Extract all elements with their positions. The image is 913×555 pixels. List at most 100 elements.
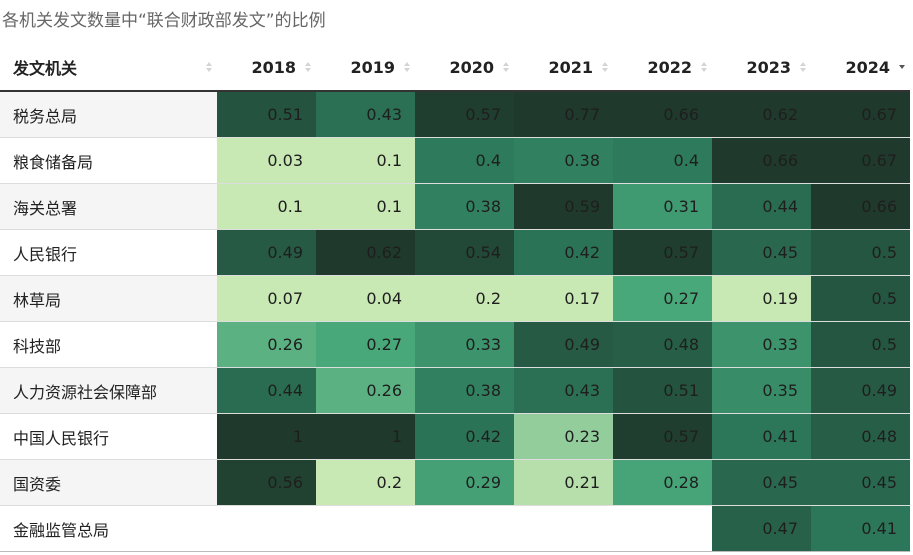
heatmap-cell: 0.4 xyxy=(415,137,514,184)
heatmap-cell: 0.41 xyxy=(811,505,910,552)
header-row: 发文机关 2018 2019 2020 2021 2022 2023 2024 xyxy=(0,44,910,92)
heatmap-cell: 0.4 xyxy=(613,137,712,184)
heatmap-table: 发文机关 2018 2019 2020 2021 2022 2023 2024 税务总局 0.… xyxy=(0,44,910,552)
heatmap-cell: 0.66 xyxy=(811,183,910,230)
column-header-2018[interactable]: 2018 xyxy=(217,44,316,92)
sort-icon[interactable] xyxy=(701,62,707,72)
sort-icon[interactable] xyxy=(503,62,509,72)
column-header-label: 2018 xyxy=(251,57,296,77)
heatmap-cell: 0.49 xyxy=(217,229,316,276)
heatmap-cell: 0.1 xyxy=(316,137,415,184)
heatmap-cell: 0.5 xyxy=(811,275,910,322)
heatmap-cell: 0.27 xyxy=(613,275,712,322)
heatmap-cell: 0.2 xyxy=(316,459,415,506)
heatmap-cell: 0.29 xyxy=(415,459,514,506)
row-label: 林草局 xyxy=(0,275,217,322)
chart-caption: 各机关发文数量中“联合财政部发文”的比例 xyxy=(2,11,326,31)
column-header-label: 2022 xyxy=(647,57,692,77)
row-label: 人民银行 xyxy=(0,229,217,276)
heatmap-cell: 0.19 xyxy=(712,275,811,322)
heatmap-cell: 0.49 xyxy=(514,321,613,368)
column-header-2020[interactable]: 2020 xyxy=(415,44,514,92)
table-row: 粮食储备局 0.03 0.1 0.4 0.38 0.4 0.66 0.67 xyxy=(0,137,910,184)
heatmap-cell: 0.47 xyxy=(712,505,811,552)
column-header-2019[interactable]: 2019 xyxy=(316,44,415,92)
heatmap-cell: 0.27 xyxy=(316,321,415,368)
table-row: 海关总署 0.1 0.1 0.38 0.59 0.31 0.44 0.66 xyxy=(0,183,910,230)
heatmap-cell: 0.66 xyxy=(613,91,712,138)
heatmap-cell: 0.03 xyxy=(217,137,316,184)
heatmap-cell: 0.45 xyxy=(712,229,811,276)
column-header-2022[interactable]: 2022 xyxy=(613,44,712,92)
heatmap-cell: 0.35 xyxy=(712,367,811,414)
heatmap-cell xyxy=(217,505,316,552)
column-header-label: 2024 xyxy=(845,57,890,77)
row-label: 科技部 xyxy=(0,321,217,368)
heatmap-cell: 0.17 xyxy=(514,275,613,322)
sort-icon[interactable] xyxy=(305,62,311,72)
column-header-label: 2019 xyxy=(350,57,395,77)
table-row: 科技部 0.26 0.27 0.33 0.49 0.48 0.33 0.5 xyxy=(0,321,910,368)
heatmap-cell: 0.26 xyxy=(316,367,415,414)
heatmap-cell: 0.57 xyxy=(613,229,712,276)
sort-icon[interactable] xyxy=(602,62,608,72)
table-row: 人力资源社会保障部 0.44 0.26 0.38 0.43 0.51 0.35 0.49 xyxy=(0,367,910,414)
heatmap-cell xyxy=(415,505,514,552)
heatmap-cell xyxy=(613,505,712,552)
heatmap-cell: 0.04 xyxy=(316,275,415,322)
heatmap-cell: 0.38 xyxy=(514,137,613,184)
table-row: 人民银行 0.49 0.62 0.54 0.42 0.57 0.45 0.5 xyxy=(0,229,910,276)
heatmap-cell: 1 xyxy=(316,413,415,460)
table-row: 国资委 0.56 0.2 0.29 0.21 0.28 0.45 0.45 xyxy=(0,459,910,506)
heatmap-cell: 0.56 xyxy=(217,459,316,506)
heatmap-cell: 0.48 xyxy=(811,413,910,460)
column-header-label: 2023 xyxy=(746,57,791,77)
heatmap-cell: 0.62 xyxy=(712,91,811,138)
table-body: 税务总局 0.51 0.43 0.57 0.77 0.66 0.62 0.67 粮食储备局 0.0… xyxy=(0,91,910,552)
sort-icon[interactable] xyxy=(404,62,410,72)
row-label: 粮食储备局 xyxy=(0,137,217,184)
heatmap-cell: 0.43 xyxy=(514,367,613,414)
heatmap-cell: 0.5 xyxy=(811,321,910,368)
row-label: 中国人民银行 xyxy=(0,413,217,460)
sort-icon[interactable] xyxy=(800,62,806,72)
heatmap-cell: 0.2 xyxy=(415,275,514,322)
heatmap-cell: 0.62 xyxy=(316,229,415,276)
sort-icon[interactable] xyxy=(206,62,212,72)
heatmap-cell: 0.48 xyxy=(613,321,712,368)
heatmap-cell: 0.44 xyxy=(712,183,811,230)
heatmap-cell: 0.5 xyxy=(811,229,910,276)
heatmap-cell: 0.28 xyxy=(613,459,712,506)
heatmap-cell xyxy=(514,505,613,552)
heatmap-cell: 0.44 xyxy=(217,367,316,414)
sort-icon[interactable] xyxy=(899,65,905,69)
column-header-2024[interactable]: 2024 xyxy=(811,44,910,92)
column-header-label: 2021 xyxy=(548,57,593,77)
heatmap-cell: 0.77 xyxy=(514,91,613,138)
heatmap-cell: 0.26 xyxy=(217,321,316,368)
column-header-2021[interactable]: 2021 xyxy=(514,44,613,92)
table-row: 金融监管总局 0.47 0.41 xyxy=(0,505,910,552)
heatmap-cell: 0.33 xyxy=(415,321,514,368)
column-header-agency[interactable]: 发文机关 xyxy=(0,44,217,92)
heatmap-cell: 0.49 xyxy=(811,367,910,414)
heatmap-cell: 0.1 xyxy=(316,183,415,230)
column-header-label: 2020 xyxy=(449,57,494,77)
column-header-2023[interactable]: 2023 xyxy=(712,44,811,92)
heatmap-cell: 0.57 xyxy=(613,413,712,460)
heatmap-cell: 0.1 xyxy=(217,183,316,230)
heatmap-cell: 0.59 xyxy=(514,183,613,230)
table-row: 中国人民银行 1 1 0.42 0.23 0.57 0.41 0.48 xyxy=(0,413,910,460)
column-header-label: 发文机关 xyxy=(13,59,78,78)
heatmap-cell: 0.23 xyxy=(514,413,613,460)
heatmap-cell: 0.45 xyxy=(811,459,910,506)
table-row: 林草局 0.07 0.04 0.2 0.17 0.27 0.19 0.5 xyxy=(0,275,910,322)
heatmap-cell: 0.42 xyxy=(415,413,514,460)
heatmap-cell: 0.57 xyxy=(415,91,514,138)
heatmap-cell: 1 xyxy=(217,413,316,460)
heatmap-cell: 0.54 xyxy=(415,229,514,276)
heatmap-cell: 0.21 xyxy=(514,459,613,506)
heatmap-cell: 0.31 xyxy=(613,183,712,230)
heatmap-cell: 0.43 xyxy=(316,91,415,138)
heatmap-cell: 0.67 xyxy=(811,137,910,184)
